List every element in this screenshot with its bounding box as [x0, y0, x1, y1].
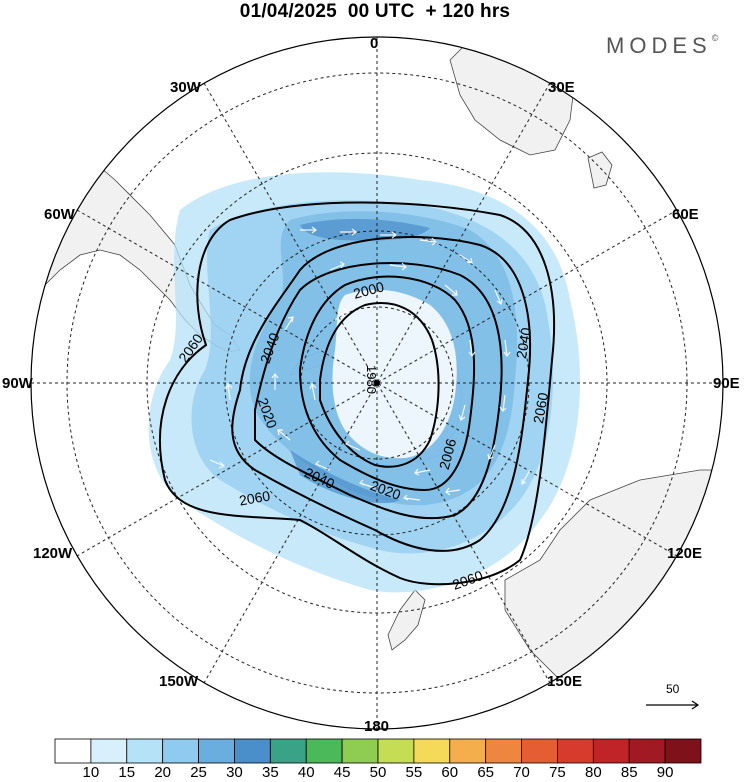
south-pole-marker	[374, 380, 380, 386]
colorbar-tick-label: 60	[441, 764, 459, 781]
colorbar	[54, 738, 702, 764]
lon-label-60w: 60W	[44, 206, 75, 223]
lon-label-180: 180	[364, 718, 390, 735]
contour-label: 1980	[363, 365, 379, 394]
colorbar-tick-label: 90	[656, 764, 674, 781]
colorbar-swatch	[521, 738, 558, 764]
modes-logo: MODES©	[606, 33, 718, 59]
colorbar-swatch	[305, 738, 343, 764]
lon-label-60e: 60E	[672, 206, 699, 223]
colorbar-tick-label: 75	[549, 764, 566, 781]
colorbar-tick-label: 35	[261, 764, 279, 781]
colorbar-tick-label: 30	[226, 764, 243, 781]
graticule	[31, 37, 723, 729]
colorbar-swatch	[449, 738, 487, 764]
colorbar-swatch	[377, 738, 415, 764]
lon-label-120w: 120W	[33, 545, 73, 562]
colorbar-tick-label: 15	[118, 764, 136, 781]
colorbar-tick-label: 80	[584, 764, 602, 781]
colorbar-swatch	[413, 738, 451, 764]
lon-label-90e: 90E	[713, 375, 740, 392]
colorbar-tick-label: 45	[333, 764, 351, 781]
lon-label-150e: 150E	[547, 673, 583, 690]
contour-2040	[231, 236, 531, 552]
colorbar-swatch	[90, 738, 128, 764]
colorbar-tick-label: 55	[405, 764, 423, 781]
wind-shading	[148, 172, 581, 593]
colorbar-swatch	[269, 738, 307, 764]
lon-label-90w: 90W	[2, 375, 33, 392]
logo-text: MODES	[606, 33, 712, 58]
colorbar-swatch	[126, 738, 164, 764]
colorbar-tick-label: 65	[477, 764, 494, 781]
colorbar-swatch	[198, 738, 235, 764]
map-title: 01/04/2025 00 UTC + 120 hrs	[239, 1, 511, 22]
colorbar-tick-label: 40	[297, 764, 315, 781]
colorbar-swatch	[54, 738, 92, 764]
polar-map	[30, 36, 724, 730]
contour-2020	[254, 262, 503, 520]
colorbar-swatch	[628, 738, 666, 764]
colorbar-swatch	[341, 738, 379, 764]
new-zealand	[387, 589, 426, 651]
contour-1980	[319, 302, 440, 468]
colorbar-swatch	[557, 738, 594, 764]
logo-mark: ©	[711, 33, 719, 43]
colorbar-swatch	[592, 738, 630, 764]
colorbar-swatch	[485, 738, 522, 764]
colorbar-tick-label: 85	[620, 764, 638, 781]
lon-label-30e: 30E	[548, 79, 575, 96]
contour-2000	[298, 275, 476, 492]
arrow-right-icon	[646, 700, 700, 710]
lon-label-0: 0	[370, 35, 379, 52]
wind-vectors	[209, 226, 531, 501]
colorbar-swatch	[234, 738, 271, 764]
map-boundary	[30, 36, 724, 730]
colorbar-tick-label: 10	[82, 764, 100, 781]
colorbar-tick-label: 20	[154, 764, 171, 781]
lon-label-120e: 120E	[667, 545, 703, 562]
colorbar-swatch	[162, 738, 199, 764]
colorbar-tick-label: 50	[369, 764, 387, 781]
lon-label-150w: 150W	[159, 673, 199, 690]
contour-2060	[158, 201, 555, 586]
colorbar-tick-label: 25	[190, 764, 207, 781]
colorbar-tick-label: 70	[513, 764, 530, 781]
colorbar-swatch	[664, 738, 702, 764]
lon-label-30w: 30W	[170, 79, 201, 96]
reference-vector-label: 50	[666, 682, 680, 696]
height-contours	[158, 201, 555, 586]
